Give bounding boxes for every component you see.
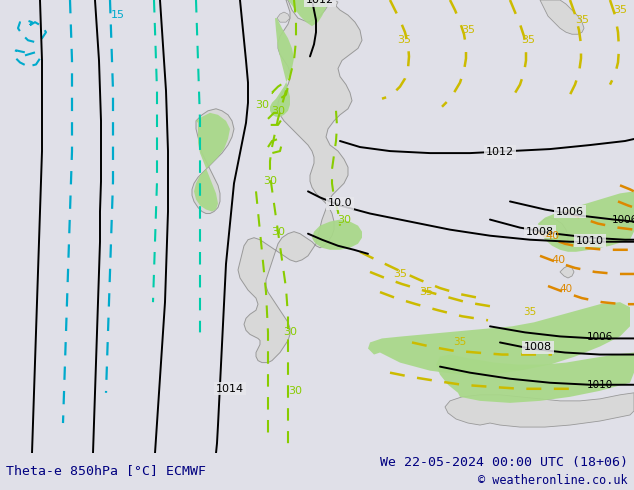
Polygon shape — [238, 0, 362, 363]
Text: 1010: 1010 — [576, 236, 604, 245]
Text: 30: 30 — [271, 106, 285, 116]
Text: Theta-e 850hPa [°C] ECMWF: Theta-e 850hPa [°C] ECMWF — [6, 464, 206, 477]
Text: 30: 30 — [271, 227, 285, 237]
Text: 1010: 1010 — [587, 380, 613, 390]
Text: 1006: 1006 — [556, 206, 584, 217]
Text: 30: 30 — [255, 100, 269, 110]
Polygon shape — [436, 352, 634, 403]
Text: 15: 15 — [111, 10, 125, 20]
Text: © weatheronline.co.uk: © weatheronline.co.uk — [478, 474, 628, 487]
Text: 1008: 1008 — [526, 227, 554, 237]
Text: 35: 35 — [524, 307, 536, 317]
Text: 30: 30 — [337, 215, 351, 224]
Text: 1012: 1012 — [486, 147, 514, 157]
Polygon shape — [192, 109, 234, 214]
Polygon shape — [270, 18, 294, 117]
Polygon shape — [312, 220, 362, 250]
Polygon shape — [330, 0, 338, 6]
Polygon shape — [445, 393, 634, 427]
Text: 30: 30 — [288, 386, 302, 396]
Text: 1014: 1014 — [216, 384, 244, 394]
Text: 35: 35 — [419, 287, 433, 297]
Polygon shape — [194, 113, 230, 212]
Polygon shape — [560, 266, 574, 278]
Text: 1006: 1006 — [612, 215, 634, 224]
Text: 30: 30 — [283, 327, 297, 338]
Polygon shape — [538, 218, 568, 246]
Polygon shape — [540, 0, 584, 34]
Text: 10.0: 10.0 — [328, 198, 353, 208]
Text: 35: 35 — [575, 15, 589, 25]
Text: 35: 35 — [521, 35, 535, 45]
Text: 30: 30 — [263, 176, 277, 186]
Text: 35: 35 — [453, 338, 467, 347]
Text: 40: 40 — [559, 284, 573, 294]
Polygon shape — [288, 0, 330, 26]
Text: 1012: 1012 — [306, 0, 334, 5]
Polygon shape — [277, 12, 290, 22]
Text: 40: 40 — [545, 231, 559, 241]
Text: 35: 35 — [397, 35, 411, 45]
Text: 35: 35 — [613, 5, 627, 15]
Text: 40: 40 — [551, 255, 565, 265]
Text: We 22-05-2024 00:00 UTC (18+06): We 22-05-2024 00:00 UTC (18+06) — [380, 456, 628, 469]
Text: 35: 35 — [393, 269, 407, 279]
Polygon shape — [538, 192, 634, 252]
Text: 1006: 1006 — [587, 332, 613, 343]
Text: 1008: 1008 — [524, 343, 552, 352]
Polygon shape — [368, 302, 630, 375]
Text: 35: 35 — [461, 25, 475, 35]
